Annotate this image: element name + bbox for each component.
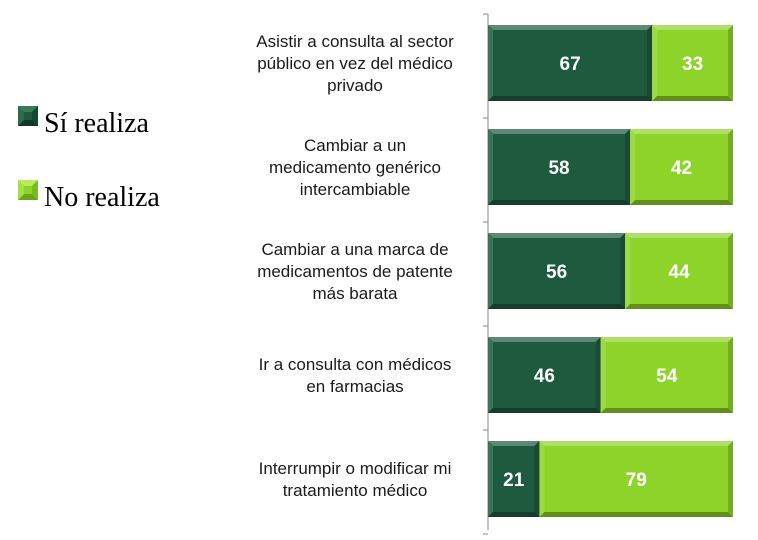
category-label: Cambiar a un medicamento genérico intercam… [269,136,441,199]
data-label: 67 [560,54,581,75]
category-label: Ir a consulta con médicos en farmacias [259,355,452,396]
bar-segment-no-realiza [539,441,733,517]
bar-segment-si-realiza [488,233,626,309]
category-label: Interrumpir o modificar mi tratamiento mé… [259,459,452,500]
data-label: 44 [669,262,691,283]
bar-segment-si-realiza [488,129,631,205]
legend-swatch-no-realiza [18,180,38,200]
legend-label-si-realiza: Sí realiza [44,108,149,139]
bar-segment-no-realiza [600,337,733,413]
bar-segment-no-realiza [630,129,733,205]
bar-segment-no-realiza [652,25,733,101]
data-label: 46 [534,366,555,387]
data-label: 42 [671,158,692,179]
data-label: 21 [503,470,525,491]
bar-segment-no-realiza [625,233,733,309]
legend-swatch-si-realiza [18,106,38,126]
legend-item-si-realiza: Sí realiza [18,100,218,139]
legend-item-no-realiza: No realiza [18,174,218,213]
category-label: Asistir a consulta al sector público en v… [256,32,454,95]
data-label: 54 [656,366,678,387]
legend: Sí realiza No realiza [18,100,218,248]
data-label: 33 [682,54,703,75]
data-label: 58 [548,158,569,179]
bar-segment-si-realiza [488,25,653,101]
data-label: 79 [626,470,647,491]
legend-label-no-realiza: No realiza [44,182,160,213]
data-label: 56 [546,262,567,283]
category-label: Cambiar a una marca de medicamentos de pa… [257,240,453,303]
bar-segment-si-realiza [488,441,540,517]
bar-segment-si-realiza [488,337,601,413]
